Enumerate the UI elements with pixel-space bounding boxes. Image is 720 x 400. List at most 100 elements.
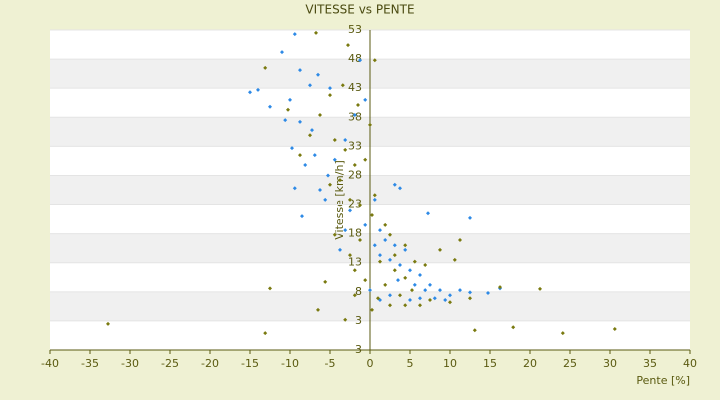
scatter-point xyxy=(432,296,437,301)
scatter-point xyxy=(298,153,302,158)
scatter-point xyxy=(318,112,322,117)
scatter-point xyxy=(314,30,318,35)
x-tick-label: -35 xyxy=(81,357,99,370)
scatter-point xyxy=(363,222,368,227)
scatter-point xyxy=(403,275,408,280)
scatter-point xyxy=(383,238,388,243)
scatter-point xyxy=(358,58,362,63)
scatter-point xyxy=(363,97,368,102)
scatter-point xyxy=(326,173,330,178)
chart-title: VITESSE vs PENTE xyxy=(305,3,414,17)
scatter-point xyxy=(511,325,516,330)
scatter-point xyxy=(418,272,422,277)
scatter-point xyxy=(388,293,392,298)
scatter-point xyxy=(358,238,362,243)
scatter-point xyxy=(352,293,357,298)
x-tick-label: 30 xyxy=(603,357,617,370)
scatter-point xyxy=(418,303,422,308)
x-tick-label: -25 xyxy=(161,357,179,370)
y-tick-label: 33 xyxy=(348,139,362,152)
scatter-point xyxy=(363,157,368,162)
scatter-point xyxy=(343,317,348,322)
scatter-point xyxy=(372,243,377,248)
scatter-point xyxy=(343,147,348,152)
scatter-point xyxy=(392,253,397,258)
scatter-point xyxy=(392,243,397,248)
scatter-point xyxy=(388,232,392,237)
x-tick-label: 15 xyxy=(483,357,497,370)
scatter-point xyxy=(423,263,428,268)
scatter-point xyxy=(323,279,328,284)
y-tick-label: 13 xyxy=(348,256,362,269)
scatter-point xyxy=(348,253,352,258)
scatter-point xyxy=(348,197,352,202)
scatter-point xyxy=(298,119,302,124)
scatter-point xyxy=(332,232,337,237)
scatter-point xyxy=(388,303,392,308)
scatter-point xyxy=(340,83,345,88)
scatter-point xyxy=(343,228,348,233)
scatter-point xyxy=(348,208,352,213)
scatter-point xyxy=(268,286,272,291)
x-tick-label: 35 xyxy=(643,357,657,370)
x-axis-title: Pente [%] xyxy=(636,374,690,387)
scatter-point xyxy=(428,297,432,302)
scatter-point xyxy=(372,193,377,198)
scatter-point xyxy=(468,290,472,295)
scatter-point xyxy=(408,268,412,273)
scatter-point xyxy=(300,214,304,219)
scatter-point xyxy=(256,87,260,92)
scatter-point xyxy=(438,247,442,252)
y-tick-label: 38 xyxy=(348,110,362,123)
x-tick-label: -10 xyxy=(281,357,299,370)
y-tick-label: 3 xyxy=(355,314,362,327)
scatter-point xyxy=(352,268,357,273)
scatter-point xyxy=(368,288,372,293)
scatter-point xyxy=(308,133,312,138)
x-tick-label: 0 xyxy=(367,357,374,370)
scatter-point xyxy=(303,162,308,167)
scatter-point xyxy=(323,197,328,202)
scatter-point xyxy=(346,43,350,48)
y-tick-label: 18 xyxy=(348,227,362,240)
scatter-point xyxy=(438,288,442,293)
scatter-point xyxy=(316,307,320,312)
scatter-point xyxy=(283,118,288,123)
scatter-point xyxy=(358,203,362,208)
scatter-point xyxy=(472,328,477,333)
scatter-point xyxy=(612,327,617,332)
scatter-point xyxy=(352,112,357,117)
scatter-point xyxy=(312,153,317,158)
scatter-point xyxy=(443,297,448,302)
scatter-point xyxy=(428,282,432,287)
x-tick-label: 40 xyxy=(683,357,697,370)
y-tick-label: 43 xyxy=(348,81,362,94)
scatter-point xyxy=(498,285,502,290)
scatter-point xyxy=(292,32,297,37)
scatter-point xyxy=(318,188,322,192)
y-tick-label: 48 xyxy=(348,52,362,65)
scatter-point xyxy=(388,257,392,262)
scatter-point xyxy=(468,296,472,301)
scatter-point xyxy=(458,238,462,243)
scatter-point xyxy=(410,288,414,293)
scatter-point xyxy=(403,247,408,252)
scatter-point xyxy=(372,58,377,63)
scatter-point xyxy=(338,247,342,252)
y-tick-label: 28 xyxy=(348,168,362,181)
scatter-point xyxy=(403,243,408,248)
scatter-point xyxy=(378,228,382,233)
scatter-point xyxy=(280,50,284,55)
scatter-point xyxy=(310,128,314,133)
scatter-point xyxy=(378,259,382,264)
scatter-point xyxy=(332,157,337,162)
scatter-point xyxy=(383,222,388,227)
scatter-point xyxy=(370,213,374,218)
scatter-point xyxy=(448,293,452,298)
scatter-point xyxy=(328,182,332,187)
scatter-point xyxy=(398,186,402,191)
scatter-point xyxy=(106,321,110,326)
y-tick-label: 8 xyxy=(355,285,362,298)
scatter-point xyxy=(376,296,380,301)
scatter-point xyxy=(458,288,462,293)
